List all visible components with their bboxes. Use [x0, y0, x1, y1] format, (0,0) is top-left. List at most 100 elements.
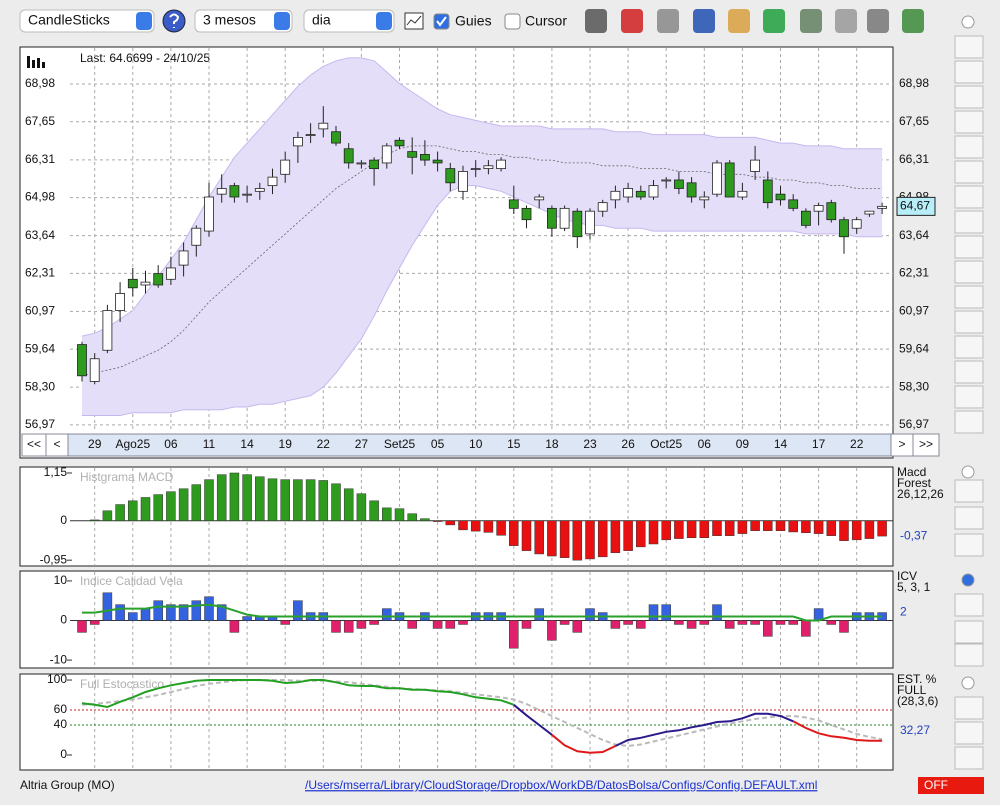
- side-tool[interactable]: [954, 260, 984, 284]
- interval-select[interactable]: dia: [303, 9, 395, 33]
- side-tool[interactable]: [954, 506, 984, 530]
- select-arrow[interactable]: [376, 12, 392, 30]
- chart-type-icon: [27, 56, 45, 68]
- side-tool[interactable]: [954, 285, 984, 309]
- side-tool[interactable]: [954, 643, 984, 667]
- tool-icon[interactable]: [800, 9, 822, 33]
- help-button[interactable]: [162, 9, 186, 33]
- tool-icon[interactable]: [728, 9, 750, 33]
- side-tool[interactable]: [954, 185, 984, 209]
- panel-radio[interactable]: [961, 676, 975, 690]
- side-tool[interactable]: [954, 210, 984, 234]
- panel-radio[interactable]: [961, 465, 975, 479]
- bar: [178, 488, 189, 521]
- nav-label[interactable]: <: [53, 437, 60, 451]
- bar: [521, 520, 532, 551]
- tool-icon[interactable]: [621, 9, 643, 33]
- nav-button[interactable]: [45, 433, 69, 457]
- tool-icon[interactable]: [902, 9, 924, 33]
- chart-icon[interactable]: [404, 12, 424, 30]
- guides-label[interactable]: Guies: [455, 13, 492, 29]
- side-tool[interactable]: [954, 335, 984, 359]
- tool-icon[interactable]: [763, 9, 785, 33]
- side-tool[interactable]: [954, 593, 984, 617]
- plots: 56,97 56,97 58,30 58,30 59,64 59,64 60,97 60,97…: [21, 48, 944, 770]
- select-arrow[interactable]: [274, 12, 290, 30]
- side-tool[interactable]: [954, 360, 984, 384]
- tool-icon[interactable]: [867, 9, 889, 33]
- tool-icon[interactable]: [585, 9, 607, 33]
- y-tick-label: 66,31: [25, 152, 55, 166]
- side-tool[interactable]: [954, 410, 984, 434]
- candle-body: [610, 190, 621, 201]
- bar: [369, 500, 379, 521]
- bar: [445, 520, 456, 526]
- side-tool[interactable]: [954, 60, 984, 84]
- bar: [356, 493, 367, 521]
- side-tool[interactable]: [954, 85, 984, 109]
- tool-icon[interactable]: [657, 9, 679, 33]
- cursor-label[interactable]: Cursor: [525, 13, 567, 29]
- cursor-checkbox[interactable]: [504, 13, 521, 30]
- side-tool[interactable]: [954, 385, 984, 409]
- bar: [356, 620, 367, 629]
- status-button[interactable]: [918, 777, 984, 794]
- y-tick-label-right: 60,97: [899, 304, 929, 318]
- select-box[interactable]: [194, 9, 293, 33]
- y-tick-label: 1,15: [44, 465, 68, 479]
- candle-body: [483, 165, 494, 170]
- select-box[interactable]: [19, 9, 155, 33]
- current-value: -0,37: [900, 528, 928, 542]
- y-tick-label-right: 66,31: [899, 152, 929, 166]
- tool-icon[interactable]: [693, 9, 715, 33]
- candle-body: [826, 202, 837, 221]
- candle-body: [635, 190, 646, 198]
- candle-body: [77, 344, 87, 377]
- side-tool[interactable]: [954, 235, 984, 259]
- tool-icon[interactable]: [835, 9, 857, 33]
- candle-body: [445, 168, 456, 184]
- config-path[interactable]: /Users/mserra/Library/CloudStorage/Dropb…: [305, 778, 817, 792]
- side-tool[interactable]: [954, 135, 984, 159]
- nav-label[interactable]: >: [898, 437, 905, 451]
- bar: [178, 604, 189, 621]
- icon-frame[interactable]: [404, 12, 424, 30]
- side-tool[interactable]: [954, 746, 984, 770]
- select-box[interactable]: [303, 9, 395, 33]
- nav-button[interactable]: [912, 433, 940, 457]
- x-tick-label: 14: [240, 437, 254, 451]
- bar: [140, 608, 151, 621]
- nav-label[interactable]: <<: [27, 437, 41, 451]
- side-tool[interactable]: [954, 721, 984, 745]
- panel-legend: ICV: [897, 569, 917, 583]
- nav-label[interactable]: >>: [919, 437, 933, 451]
- panel-legend: FULL: [897, 683, 927, 697]
- bar: [699, 620, 710, 625]
- candle-body: [267, 176, 278, 187]
- icon-bar: [37, 58, 40, 68]
- bar: [140, 497, 151, 521]
- bar: [509, 520, 519, 546]
- panel-title: Indice Calidad Vela: [80, 574, 183, 588]
- bar: [775, 520, 786, 531]
- side-tool[interactable]: [954, 160, 984, 184]
- bar: [305, 479, 316, 521]
- x-tick-label: 14: [774, 437, 788, 451]
- side-tool[interactable]: [954, 696, 984, 720]
- bar: [712, 520, 722, 536]
- candle-body: [178, 250, 189, 266]
- side-tool[interactable]: [954, 479, 984, 503]
- period-select[interactable]: 3 mesos: [194, 9, 293, 33]
- bar: [166, 491, 176, 521]
- side-tool[interactable]: [954, 110, 984, 134]
- side-tool[interactable]: [954, 620, 984, 644]
- panel-radio[interactable]: [961, 15, 975, 29]
- side-tool[interactable]: [954, 310, 984, 334]
- candle-body: [204, 196, 214, 232]
- side-tool[interactable]: [954, 533, 984, 557]
- side-tool[interactable]: [954, 35, 984, 59]
- candle-body: [153, 273, 164, 286]
- style-select[interactable]: CandleSticks: [19, 9, 155, 33]
- panel-radio[interactable]: [961, 573, 975, 587]
- select-arrow[interactable]: [136, 12, 152, 30]
